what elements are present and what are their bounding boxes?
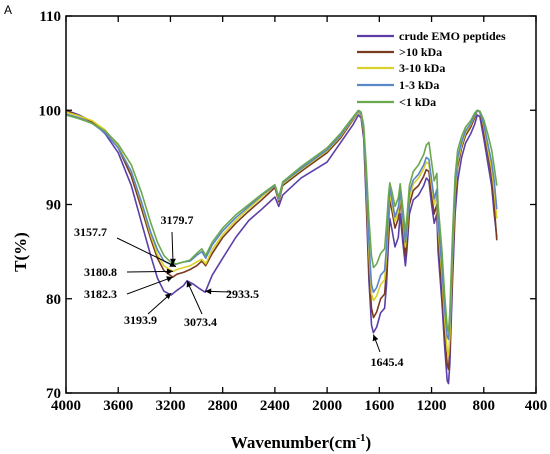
legend-item: crude EMO peptides — [357, 29, 506, 43]
x-tick-label: 2800 — [208, 398, 238, 414]
y-tick-label: 110 — [39, 9, 61, 25]
legend-item: 3-10 kDa — [357, 61, 445, 75]
annotation-label: 3179.7 — [161, 213, 194, 227]
annotation-label: 3193.9 — [124, 313, 157, 327]
annotation-label: 1645.4 — [371, 355, 404, 369]
annotation-arrow — [186, 280, 203, 315]
x-tick-label: 3600 — [103, 398, 133, 414]
annotation-arrow — [126, 270, 173, 273]
annotation-arrowhead — [169, 261, 176, 267]
annotation-label: 2933.5 — [226, 287, 259, 301]
legend-label: >10 kDa — [399, 45, 442, 59]
x-axis-title: Wavenumber(cm-1) — [231, 432, 371, 452]
y-axis-title: T(%) — [11, 232, 30, 272]
annotation-arrowhead — [205, 288, 212, 295]
legend-label: 1-3 kDa — [399, 78, 439, 92]
annotation-arrowhead — [166, 268, 173, 275]
x-axis-title-sup: -1 — [356, 432, 365, 444]
annotation-label: 3180.8 — [84, 265, 117, 279]
annotation-arrowhead — [166, 276, 173, 282]
annotation-label: 3182.3 — [84, 287, 117, 301]
x-tick-label: 1200 — [417, 398, 447, 414]
annotation-arrowhead — [164, 293, 172, 300]
series-line — [65, 109, 498, 333]
series-layer — [65, 109, 498, 385]
annotation-arrowhead — [372, 334, 379, 342]
annotation-label: 3157.7 — [74, 225, 107, 239]
annotation-arrow — [126, 276, 173, 295]
x-tick-label: 3200 — [155, 398, 185, 414]
series-line — [65, 109, 498, 385]
x-tick-label: 1600 — [364, 398, 394, 414]
y-tick-label: 70 — [46, 386, 61, 402]
annotation-label: 3073.4 — [184, 315, 217, 329]
annotation-arrowhead — [169, 258, 176, 265]
series-line — [65, 109, 498, 371]
x-tick-label: 2000 — [312, 398, 342, 414]
legend-label: 3-10 kDa — [399, 61, 445, 75]
legend-label: <1 kDa — [399, 95, 436, 109]
legend-item: 1-3 kDa — [357, 78, 439, 92]
y-tick-label: 100 — [39, 103, 62, 119]
axis-layer: 4000 3600 3200 2800 2400 2000 1600 1200 800 400 70… — [39, 9, 548, 414]
legend-item: <1 kDa — [357, 95, 436, 109]
x-tick-label: 800 — [473, 398, 496, 414]
x-axis-title-main: Wavenumber(cm — [231, 433, 357, 452]
annotation-arrow — [116, 237, 177, 268]
annotation-layer: 3179.7 3157.7 3180.8 3182.3 3193.9 3073.4 2933… — [74, 213, 404, 369]
y-tick-label: 90 — [46, 198, 61, 214]
x-axis-title-tail: ) — [366, 433, 372, 452]
x-tick-label: 2400 — [260, 398, 290, 414]
x-tick-label: 400 — [525, 398, 548, 414]
panel-label: A — [4, 3, 12, 17]
x-tick-label: 4000 — [51, 398, 81, 414]
y-tick-label: 80 — [46, 292, 61, 308]
legend-item: >10 kDa — [357, 45, 442, 59]
annotation-arrowhead — [186, 280, 193, 288]
series-line — [65, 109, 498, 341]
legend: crude EMO peptides >10 kDa 3-10 kDa 1-3 … — [357, 29, 506, 109]
legend-label: crude EMO peptides — [399, 29, 506, 43]
